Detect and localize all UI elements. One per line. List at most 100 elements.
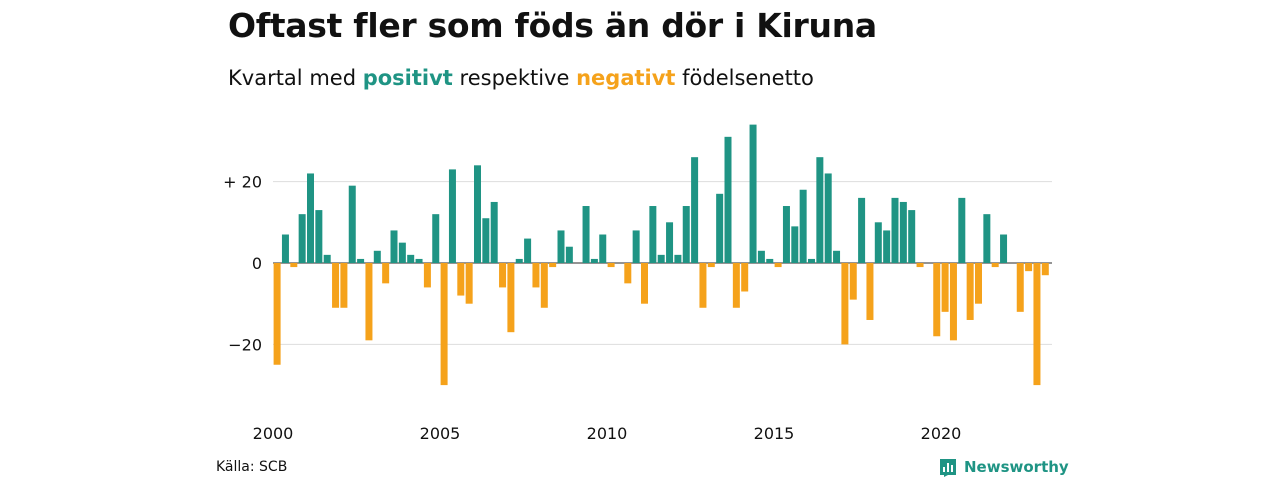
bar-negative bbox=[699, 263, 707, 308]
bar-negative bbox=[774, 263, 782, 268]
bar-positive bbox=[599, 234, 607, 263]
x-tick-label: 2005 bbox=[420, 424, 461, 443]
bar-negative bbox=[641, 263, 648, 304]
bar-negative bbox=[1025, 263, 1033, 272]
bar-positive bbox=[808, 258, 815, 263]
source-note: Källa: SCB bbox=[216, 459, 288, 475]
bar-positive bbox=[307, 173, 314, 263]
bar-positive bbox=[649, 206, 657, 263]
bar-negative bbox=[465, 263, 473, 304]
bar-negative bbox=[273, 263, 281, 365]
bar-negative bbox=[290, 263, 298, 268]
bar-positive bbox=[357, 258, 365, 263]
bar-positive bbox=[348, 185, 356, 263]
bar-positive bbox=[432, 214, 440, 263]
bar-positive bbox=[899, 201, 907, 263]
bar-positive bbox=[757, 250, 765, 263]
bar-negative bbox=[949, 263, 957, 341]
x-tick-label: 2000 bbox=[253, 424, 294, 443]
chart-subtitle: Kvartal med positivt respektive negativt… bbox=[228, 66, 814, 90]
bar-positive bbox=[281, 234, 289, 263]
bar-negative bbox=[941, 263, 949, 312]
bar-positive bbox=[682, 206, 690, 263]
bar-negative bbox=[532, 263, 540, 288]
bar-positive bbox=[373, 250, 381, 263]
bar-positive bbox=[766, 258, 774, 263]
bar-positive bbox=[474, 165, 481, 263]
bar-positive bbox=[448, 169, 456, 263]
subtitle-prefix: Kvartal med bbox=[228, 66, 357, 90]
bar-positive bbox=[590, 258, 598, 263]
y-tick-label: −20 bbox=[228, 335, 262, 354]
bar-positive bbox=[791, 226, 799, 263]
bar-negative bbox=[549, 263, 557, 268]
axis-layer: + 20 0 −20 2000 2005 2010 2015 2020 bbox=[223, 173, 961, 443]
x-tick-label: 2020 bbox=[921, 424, 962, 443]
brand-logo: Newsworthy bbox=[938, 457, 1069, 477]
bar-negative bbox=[1016, 263, 1024, 312]
bar-negative bbox=[866, 263, 874, 320]
bar-negative bbox=[607, 263, 615, 268]
bar-layer bbox=[273, 124, 1049, 386]
bar-negative bbox=[732, 263, 740, 308]
bar-positive bbox=[782, 206, 790, 263]
bar-negative bbox=[332, 263, 340, 308]
bar-positive bbox=[858, 197, 866, 263]
y-tick-label: 0 bbox=[252, 254, 262, 273]
bar-positive bbox=[632, 230, 640, 263]
bar-negative bbox=[499, 263, 507, 288]
subtitle-suffix: födelsenetto bbox=[682, 66, 814, 90]
bar-negative bbox=[540, 263, 548, 308]
bar-negative bbox=[423, 263, 431, 288]
bar-negative bbox=[624, 263, 632, 284]
bar-positive bbox=[565, 246, 573, 263]
bar-negative bbox=[933, 263, 941, 337]
bar-positive bbox=[816, 157, 824, 263]
bar-positive bbox=[824, 173, 832, 263]
bar-negative bbox=[841, 263, 849, 345]
bar-positive bbox=[666, 222, 674, 263]
bar-positive bbox=[749, 124, 757, 264]
bar-positive bbox=[407, 254, 415, 263]
bar-negative bbox=[975, 263, 982, 304]
bar-positive bbox=[674, 254, 682, 263]
bar-positive bbox=[691, 157, 699, 263]
bar-positive bbox=[958, 197, 966, 263]
subtitle-positive-word: positivt bbox=[362, 66, 453, 90]
bar-positive bbox=[515, 258, 523, 263]
bar-positive bbox=[557, 230, 565, 263]
bar-negative bbox=[440, 263, 448, 386]
bar-positive bbox=[657, 254, 665, 263]
bar-positive bbox=[983, 214, 991, 263]
subtitle-middle: respektive bbox=[459, 66, 570, 90]
subtitle-negative-word: negativt bbox=[576, 66, 676, 90]
bar-positive bbox=[833, 250, 841, 263]
bar-positive bbox=[490, 201, 498, 263]
bar-positive bbox=[908, 210, 916, 263]
bar-positive bbox=[799, 189, 807, 263]
bar-negative bbox=[849, 263, 857, 300]
bar-positive bbox=[883, 230, 891, 263]
bar-negative bbox=[507, 263, 515, 333]
bar-positive bbox=[524, 238, 532, 263]
x-tick-label: 2010 bbox=[587, 424, 628, 443]
bar-negative bbox=[457, 263, 465, 296]
bar-positive bbox=[323, 254, 331, 263]
brand-name: Newsworthy bbox=[964, 458, 1069, 476]
bar-positive bbox=[1000, 234, 1008, 263]
bar-positive bbox=[315, 210, 323, 263]
bar-negative bbox=[966, 263, 974, 320]
bar-negative bbox=[365, 263, 373, 341]
bar-negative bbox=[1041, 263, 1049, 276]
bar-negative bbox=[382, 263, 390, 284]
bar-positive bbox=[891, 197, 899, 263]
bar-negative bbox=[1033, 263, 1041, 386]
bar-negative bbox=[707, 263, 715, 268]
bar-positive bbox=[874, 222, 882, 263]
bar-positive bbox=[398, 242, 406, 263]
newsworthy-logo-icon bbox=[940, 459, 956, 477]
bar-positive bbox=[482, 218, 490, 263]
x-tick-label: 2015 bbox=[754, 424, 795, 443]
y-tick-label: + 20 bbox=[223, 173, 262, 192]
